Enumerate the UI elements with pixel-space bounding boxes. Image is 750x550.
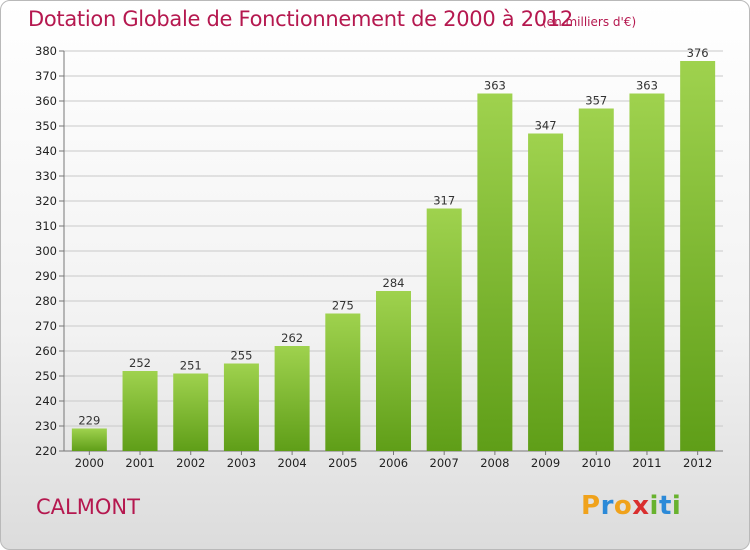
bar bbox=[173, 373, 209, 451]
y-tick-label: 340 bbox=[35, 144, 57, 158]
place-name: CALMONT bbox=[36, 495, 140, 519]
x-tick-label: 2009 bbox=[531, 456, 560, 470]
value-label: 376 bbox=[687, 46, 709, 60]
x-tick-label: 2008 bbox=[480, 456, 509, 470]
y-tick-label: 250 bbox=[35, 369, 57, 383]
x-tick-label: 2003 bbox=[227, 456, 256, 470]
bar bbox=[122, 371, 158, 451]
y-tick-label: 320 bbox=[35, 194, 57, 208]
y-tick-label: 260 bbox=[35, 344, 57, 358]
bar bbox=[680, 61, 716, 451]
y-tick-label: 380 bbox=[35, 44, 57, 58]
logo-letter: o bbox=[613, 491, 633, 521]
chart-title: Dotation Globale de Fonctionnement de 20… bbox=[28, 7, 573, 31]
value-labels: 229 252 251 255 262 275 284 317 363 347 357 363 376 bbox=[78, 46, 708, 428]
bar bbox=[325, 313, 361, 451]
y-tick-label: 220 bbox=[35, 444, 57, 458]
bars bbox=[71, 61, 716, 451]
logo-letter: t bbox=[658, 491, 672, 521]
logo-letter: i bbox=[649, 491, 659, 521]
chart-subtitle: (en milliers d'€) bbox=[542, 15, 637, 29]
value-label: 284 bbox=[383, 276, 405, 290]
y-tick-label: 300 bbox=[35, 244, 57, 258]
value-label: 229 bbox=[78, 414, 100, 428]
value-label: 347 bbox=[535, 119, 557, 133]
proxiti-logo: Proxiti bbox=[581, 491, 681, 521]
y-tick-label: 350 bbox=[35, 119, 57, 133]
logo-letter: P bbox=[581, 491, 601, 521]
value-label: 363 bbox=[484, 79, 506, 93]
x-tick-label: 2000 bbox=[75, 456, 104, 470]
value-label: 255 bbox=[230, 349, 252, 363]
bar bbox=[629, 93, 665, 451]
x-tick-label: 2011 bbox=[632, 456, 661, 470]
x-tick-label: 2002 bbox=[176, 456, 205, 470]
bar bbox=[578, 108, 614, 451]
value-label: 252 bbox=[129, 356, 151, 370]
logo-letter: i bbox=[671, 491, 682, 521]
x-tick-label: 2012 bbox=[683, 456, 712, 470]
y-tick-label: 270 bbox=[35, 319, 57, 333]
y-tick-label: 240 bbox=[35, 394, 57, 408]
y-tick-label: 310 bbox=[35, 219, 57, 233]
x-tick-label: 2010 bbox=[582, 456, 611, 470]
bar bbox=[376, 291, 411, 451]
value-label: 317 bbox=[433, 194, 455, 208]
y-tick-label: 360 bbox=[35, 94, 57, 108]
x-tick-label: 2004 bbox=[277, 456, 306, 470]
bar bbox=[274, 346, 310, 451]
x-tick-labels: 2000 2001 2002 2003 2004 2005 2006 2007 2008 2009… bbox=[75, 456, 713, 470]
bar bbox=[71, 428, 107, 451]
value-label: 363 bbox=[636, 79, 658, 93]
logo-letter: x bbox=[632, 491, 650, 521]
x-tick-label: 2007 bbox=[430, 456, 459, 470]
y-tick-labels: 220 230 240 250 260 270 280 290 300 310 320 330 340 3… bbox=[35, 44, 57, 458]
logo-letter: r bbox=[600, 491, 614, 521]
bar bbox=[426, 208, 462, 451]
x-tick-label: 2005 bbox=[328, 456, 357, 470]
y-tick-label: 230 bbox=[35, 419, 57, 433]
x-tick-label: 2006 bbox=[379, 456, 408, 470]
y-tick-label: 280 bbox=[35, 294, 57, 308]
bar bbox=[528, 133, 564, 451]
bar bbox=[223, 363, 259, 451]
value-label: 357 bbox=[585, 94, 607, 108]
bar bbox=[477, 93, 513, 451]
value-label: 275 bbox=[332, 299, 354, 313]
y-tick-label: 330 bbox=[35, 169, 57, 183]
y-tick-label: 290 bbox=[35, 269, 57, 283]
value-label: 262 bbox=[281, 331, 303, 345]
y-tick-label: 370 bbox=[35, 69, 57, 83]
x-tick-label: 2001 bbox=[125, 456, 154, 470]
value-label: 251 bbox=[180, 359, 202, 373]
